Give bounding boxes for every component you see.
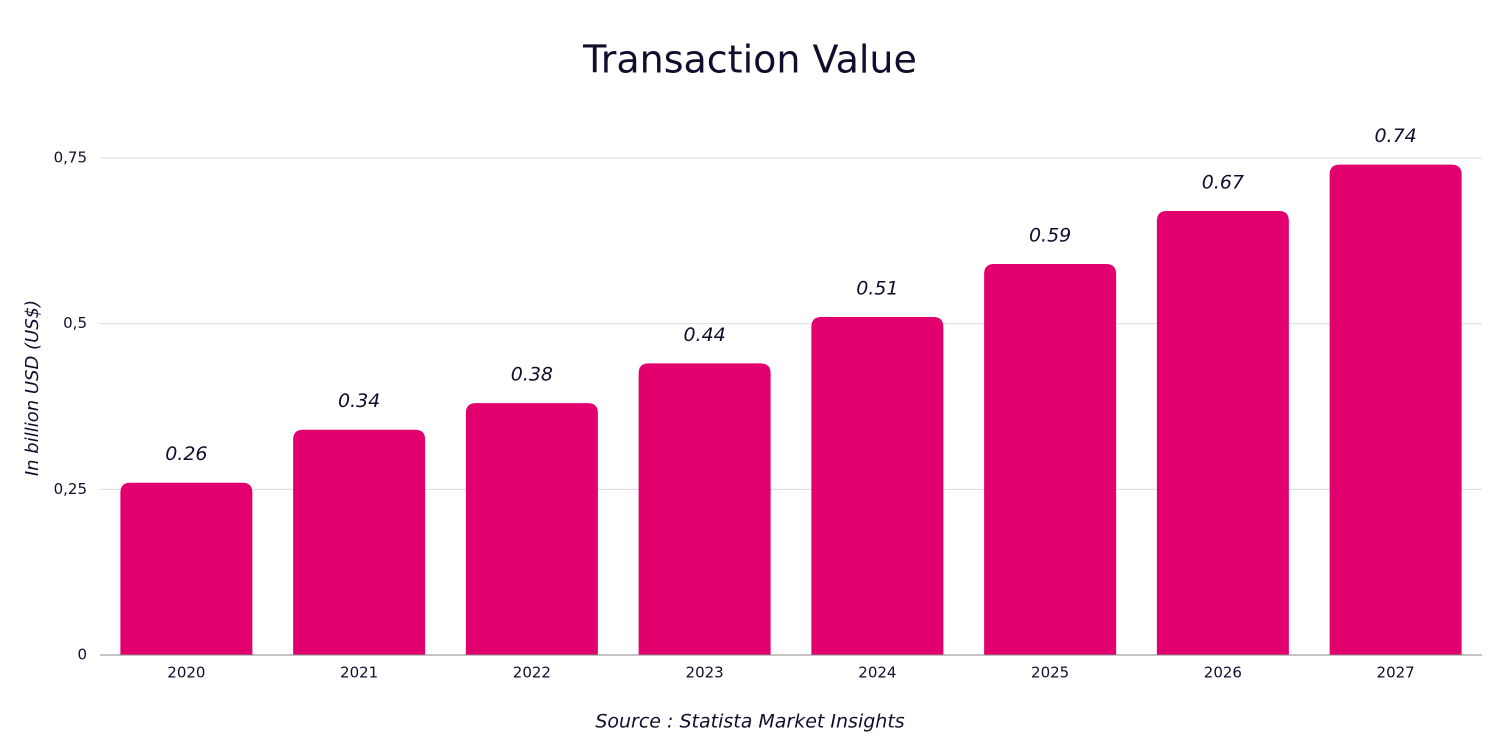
x-tick-label: 2023 (686, 664, 724, 682)
x-tick-label: 2022 (513, 664, 551, 682)
value-label: 0.34 (338, 390, 380, 412)
value-label: 0.74 (1374, 125, 1416, 147)
x-tick-label: 2025 (1031, 664, 1069, 682)
value-label: 0.51 (856, 278, 898, 300)
value-label: 0.38 (511, 364, 553, 386)
x-tick-label: 2021 (340, 664, 378, 682)
source-note: Source : Statista Market Insights (595, 711, 904, 733)
x-tick-label: 2026 (1204, 664, 1242, 682)
bar (1329, 164, 1462, 656)
bar (120, 482, 253, 655)
bar (638, 363, 771, 655)
value-label: 0.67 (1202, 172, 1244, 194)
x-tick-label: 2027 (1377, 664, 1415, 682)
bar (293, 429, 426, 655)
y-tick-label: 0,5 (63, 314, 87, 332)
x-tick-label: 2020 (167, 664, 205, 682)
bar (984, 264, 1117, 655)
y-tick-label: 0,25 (54, 480, 87, 498)
y-axis-title: In billion USD (US$) (22, 300, 43, 476)
bar (811, 317, 944, 655)
y-tick-label: 0,75 (54, 149, 87, 167)
value-label: 0.59 (1029, 225, 1071, 247)
value-label: 0.44 (683, 324, 725, 346)
x-tick-label: 2024 (858, 664, 896, 682)
chart-title: Transaction Value (582, 38, 917, 82)
value-label: 0.26 (165, 443, 207, 465)
y-tick-label: 0 (77, 646, 87, 664)
bar (1156, 211, 1289, 655)
bar (465, 403, 598, 655)
